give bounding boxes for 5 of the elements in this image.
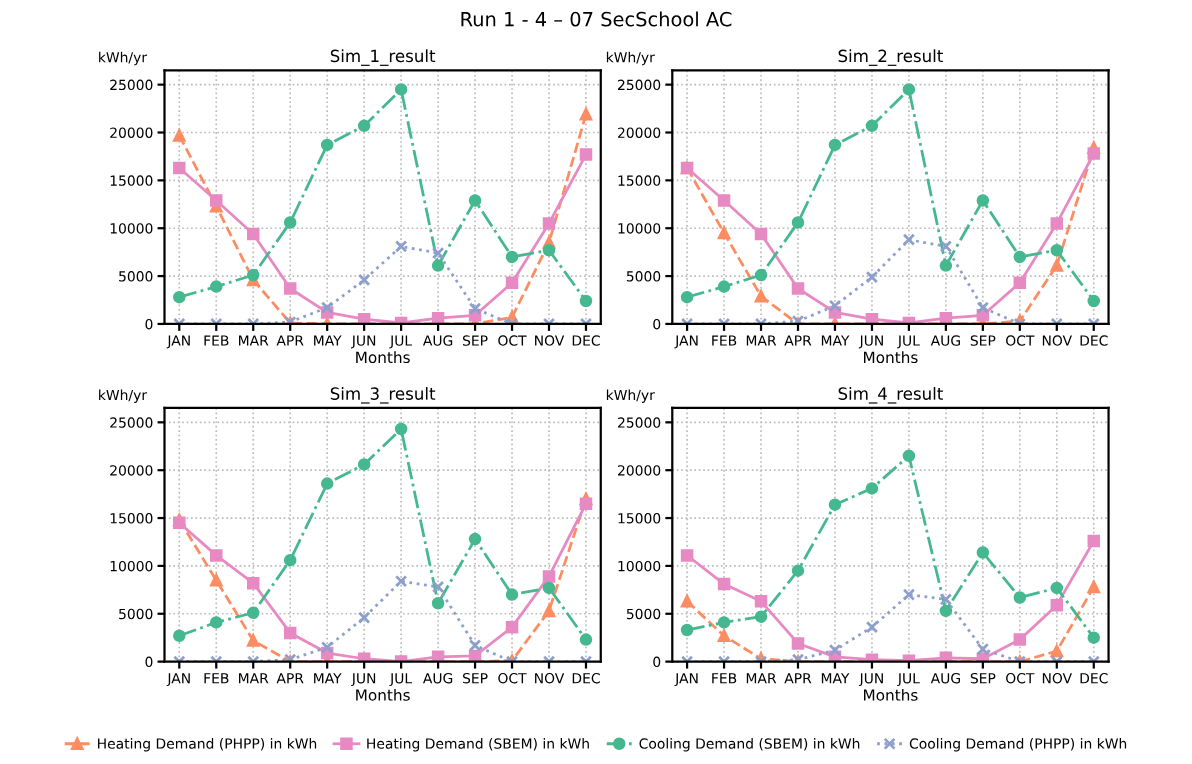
chart-title: Sim_1_result [330, 49, 436, 66]
chart-title: Sim_3_result [330, 386, 436, 404]
chart-title: Sim_4_result [838, 386, 943, 404]
chart-title: Sim_2_result [838, 49, 943, 66]
text: Run 1 - 4 – 07 SecSchool AC [461, 11, 732, 27]
